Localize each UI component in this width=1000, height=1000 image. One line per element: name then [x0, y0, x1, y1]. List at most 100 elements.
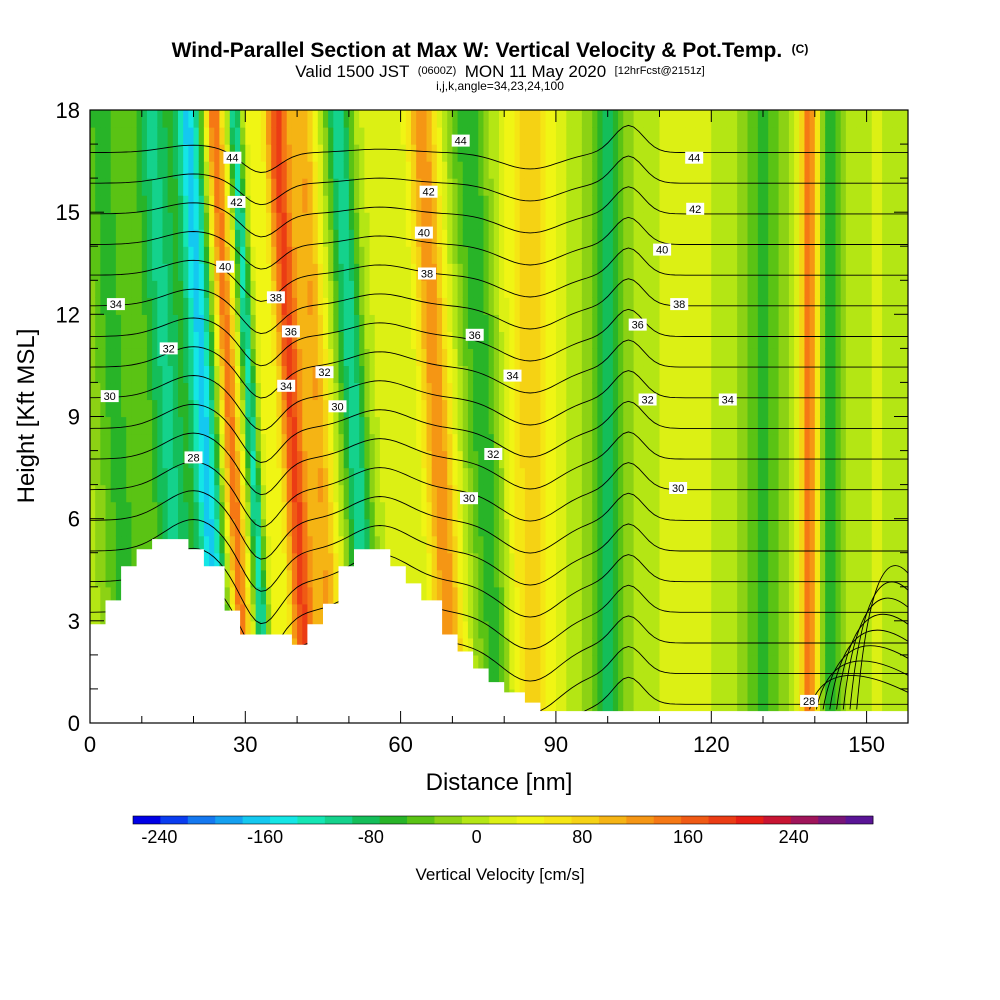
- velocity-cell: [545, 110, 552, 128]
- velocity-cell: [157, 433, 164, 452]
- velocity-cell: [555, 348, 562, 367]
- velocity-cell: [167, 178, 174, 196]
- velocity-cell: [467, 161, 474, 179]
- velocity-cell: [421, 161, 428, 179]
- velocity-cell: [602, 416, 609, 435]
- velocity-cell: [773, 484, 780, 503]
- velocity-cell: [183, 467, 189, 486]
- velocity-cell: [260, 229, 267, 247]
- velocity-cell: [659, 314, 666, 332]
- velocity-cell: [612, 280, 619, 298]
- velocity-cell: [338, 518, 345, 537]
- velocity-cell: [385, 399, 391, 418]
- velocity-cell: [276, 467, 283, 486]
- velocity-cell: [209, 382, 215, 401]
- velocity-cell: [478, 620, 485, 639]
- velocity-cell: [493, 144, 500, 162]
- velocity-cell: [483, 348, 490, 367]
- velocity-cell: [110, 501, 117, 520]
- velocity-cell: [649, 382, 655, 401]
- velocity-cell: [141, 535, 148, 554]
- velocity-cell: [379, 467, 386, 486]
- velocity-cell: [307, 280, 314, 298]
- velocity-cell: [778, 654, 785, 673]
- velocity-cell: [385, 518, 391, 537]
- velocity-cell: [333, 297, 340, 315]
- velocity-cell: [794, 348, 800, 367]
- velocity-cell: [266, 314, 272, 332]
- velocity-cell: [566, 535, 573, 554]
- velocity-cell: [535, 688, 542, 707]
- velocity-cell: [607, 144, 614, 162]
- velocity-cell: [524, 178, 531, 196]
- velocity-cell: [576, 654, 583, 673]
- velocity-cell: [229, 246, 236, 264]
- velocity-cell: [602, 314, 609, 332]
- velocity-cell: [592, 127, 598, 145]
- velocity-cell: [669, 161, 676, 179]
- velocity-cell: [121, 246, 127, 264]
- velocity-cell: [478, 586, 485, 605]
- velocity-cell: [695, 654, 702, 673]
- velocity-cell: [271, 501, 277, 520]
- velocity-cell: [545, 314, 552, 332]
- velocity-cell: [379, 433, 386, 452]
- velocity-cell: [768, 280, 774, 298]
- velocity-cell: [473, 620, 479, 639]
- velocity-cell: [198, 229, 205, 247]
- velocity-cell: [307, 518, 314, 537]
- velocity-cell: [115, 110, 122, 128]
- velocity-cell: [499, 178, 505, 196]
- velocity-cell: [431, 518, 438, 537]
- velocity-cell: [281, 365, 288, 384]
- velocity-cell: [514, 314, 521, 332]
- velocity-cell: [317, 433, 324, 452]
- velocity-cell: [607, 263, 614, 281]
- velocity-cell: [307, 501, 314, 520]
- velocity-cell: [576, 348, 583, 367]
- velocity-cell: [348, 195, 355, 213]
- velocity-cell: [597, 552, 604, 571]
- velocity-cell: [255, 416, 262, 435]
- velocity-cell: [297, 382, 303, 401]
- velocity-cell: [618, 195, 624, 213]
- velocity-cell: [504, 450, 510, 469]
- velocity-cell: [581, 314, 588, 332]
- velocity-cell: [612, 484, 619, 503]
- velocity-cell: [266, 195, 272, 213]
- velocity-cell: [721, 212, 728, 230]
- velocity-cell: [550, 110, 557, 128]
- velocity-cell: [359, 110, 365, 128]
- velocity-cell: [410, 399, 417, 418]
- velocity-cell: [519, 280, 526, 298]
- velocity-cell: [566, 280, 573, 298]
- velocity-cell: [524, 552, 531, 571]
- velocity-cell: [333, 212, 340, 230]
- velocity-cell: [255, 518, 262, 537]
- velocity-cell: [680, 348, 686, 367]
- velocity-cell: [504, 637, 510, 656]
- velocity-cell: [783, 569, 790, 588]
- velocity-cell: [281, 552, 288, 571]
- velocity-cell: [664, 348, 671, 367]
- velocity-cell: [364, 229, 371, 247]
- velocity-cell: [457, 501, 464, 520]
- velocity-cell: [390, 433, 397, 452]
- velocity-cell: [416, 144, 422, 162]
- velocity-cell: [250, 297, 257, 315]
- velocity-cell: [121, 450, 127, 469]
- velocity-cell: [649, 518, 655, 537]
- velocity-cell: [628, 297, 635, 315]
- velocity-cell: [752, 399, 759, 418]
- velocity-cell: [623, 484, 630, 503]
- velocity-cell: [431, 331, 438, 349]
- velocity-cell: [623, 569, 630, 588]
- velocity-cell: [597, 297, 604, 315]
- velocity-cell: [385, 450, 391, 469]
- velocity-cell: [442, 297, 448, 315]
- velocity-cell: [229, 331, 236, 349]
- velocity-cell: [706, 416, 712, 435]
- velocity-cell: [364, 484, 371, 503]
- velocity-cell: [612, 314, 619, 332]
- velocity-cell: [131, 263, 138, 281]
